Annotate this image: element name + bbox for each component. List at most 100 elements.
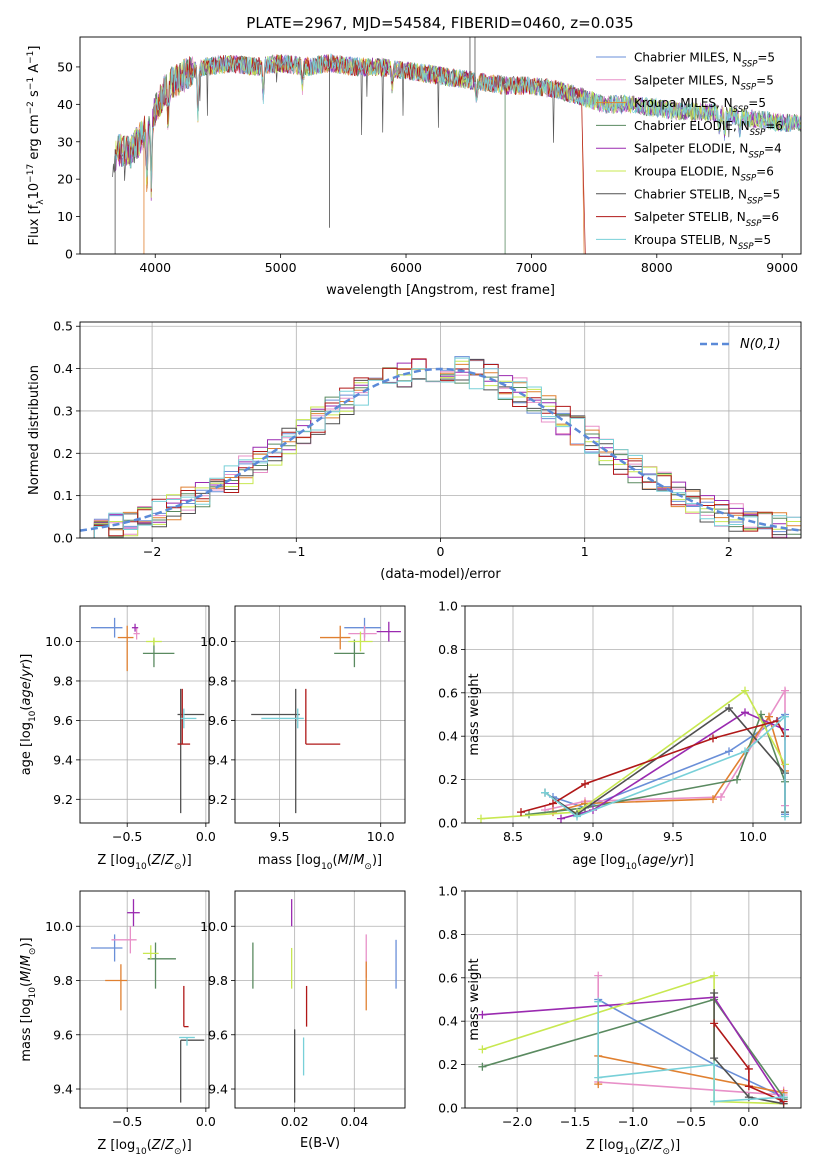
histogram-series bbox=[80, 357, 801, 539]
label-fragment: yr bbox=[670, 853, 686, 868]
label-fragment: )] bbox=[19, 937, 34, 947]
weight-marker bbox=[710, 988, 719, 997]
weight-series bbox=[480, 689, 786, 820]
weight-marker bbox=[549, 799, 557, 808]
label-fragment: −1 bbox=[26, 77, 36, 90]
legend-text: Chabrier ELODIE, N bbox=[634, 119, 750, 133]
legend-text: Kroupa MILES, N bbox=[634, 96, 733, 110]
legend-count: =5 bbox=[756, 73, 774, 87]
y-axis-label: Flux [fλ10−17 erg cm−2 s−1 A−1] bbox=[26, 46, 46, 246]
x-tick-label: −0.5 bbox=[112, 829, 142, 844]
gaussian-curve bbox=[79, 367, 802, 532]
label-fragment: / bbox=[649, 1138, 654, 1153]
x-tick-label: 0.0 bbox=[739, 1114, 759, 1129]
y-tick-label: 0.4 bbox=[438, 729, 458, 744]
label-fragment: Z bbox=[151, 1138, 162, 1153]
x-tick-label: −1 bbox=[287, 544, 305, 559]
x-tick-label: 10.0 bbox=[739, 829, 767, 844]
x-tick-label: 9.5 bbox=[663, 829, 683, 844]
x-axis-label: Z [log10(Z/Z⊙)] bbox=[97, 1138, 191, 1157]
x-tick-label: 8.5 bbox=[503, 829, 523, 844]
label-fragment: M bbox=[338, 853, 349, 868]
mass-vs-reddening-panel: 0.02 0.04 9.4 9.6 9.8 10.0 E(B-V) bbox=[200, 890, 406, 1151]
label-fragment: ( bbox=[635, 1138, 640, 1153]
label-fragment: ⊙ bbox=[662, 1147, 670, 1157]
y-tick-label: 0.6 bbox=[438, 685, 458, 700]
label-fragment: age bbox=[642, 853, 666, 868]
y-tick-label: 30 bbox=[57, 134, 73, 149]
legend-entry: Chabrier STELIB, NSSP=5 bbox=[634, 187, 780, 206]
label-fragment: ( bbox=[333, 853, 338, 868]
weight-marker bbox=[709, 795, 717, 804]
y-tick-label: 10.0 bbox=[200, 634, 228, 649]
label-fragment: )] bbox=[182, 853, 192, 868]
label-fragment: Flux [f bbox=[27, 204, 42, 245]
weight-marker bbox=[477, 814, 485, 823]
weight-marker bbox=[541, 788, 549, 797]
label-fragment: Z bbox=[164, 853, 175, 868]
x-tick-label: 0.02 bbox=[281, 1114, 309, 1129]
label-fragment: )] bbox=[19, 654, 34, 664]
y-tick-label: 0.1 bbox=[53, 488, 73, 503]
label-fragment: 10 bbox=[27, 183, 42, 200]
residual-histogram-panel: −2 −1 0 1 2 0.0 0.1 0.2 0.3 0.4 0.5 (data-model)/er… bbox=[27, 319, 802, 582]
weight-marker bbox=[594, 997, 603, 1006]
y-tick-label: 1.0 bbox=[438, 884, 458, 899]
x-tick-label: 9.5 bbox=[270, 829, 290, 844]
weight-marker bbox=[478, 1010, 487, 1019]
y-tick-label: 9.8 bbox=[53, 973, 73, 988]
x-tick-label: 2 bbox=[725, 544, 733, 559]
axes-frame bbox=[234, 605, 406, 824]
y-tick-label: 10.0 bbox=[45, 919, 73, 934]
label-fragment: −17 bbox=[26, 164, 36, 183]
y-tick-label: 1.0 bbox=[438, 599, 458, 614]
label-fragment: 10 bbox=[135, 862, 147, 872]
x-axis-label: Z [log10(Z/Z⊙)] bbox=[586, 1138, 680, 1157]
y-tick-label: 9.4 bbox=[53, 1082, 73, 1097]
y-tick-label: 9.6 bbox=[208, 713, 228, 728]
legend-subscript: SSP bbox=[741, 82, 757, 92]
axes-frame bbox=[79, 36, 802, 255]
y-tick-label: 9.4 bbox=[208, 1082, 228, 1097]
weight-marker bbox=[594, 1073, 603, 1082]
weight-marker bbox=[744, 1082, 753, 1091]
label-fragment: ( bbox=[147, 1138, 152, 1153]
y-tick-label: 0.8 bbox=[438, 927, 458, 942]
y-axis-label: Normed distribution bbox=[27, 365, 42, 495]
x-tick-label: 4000 bbox=[139, 260, 171, 275]
y-tick-label: 9.8 bbox=[208, 673, 228, 688]
label-fragment: Z bbox=[639, 1138, 650, 1153]
legend-text: Kroupa STELIB, N bbox=[634, 233, 738, 247]
x-tick-label: 0.0 bbox=[196, 1114, 216, 1129]
y-tick-label: 9.2 bbox=[53, 792, 73, 807]
legend-text: Kroupa ELODIE, N bbox=[634, 165, 741, 179]
legend-entry: Kroupa MILES, NSSP=5 bbox=[634, 96, 766, 115]
legend-subscript: SSP bbox=[733, 105, 749, 115]
x-tick-label: −1.5 bbox=[560, 1114, 590, 1129]
label-fragment: yr bbox=[19, 662, 34, 678]
legend-text: Salpeter STELIB, N bbox=[634, 210, 746, 224]
weight-marker bbox=[779, 1093, 788, 1102]
histogram-legend: N(0,1) bbox=[700, 337, 781, 352]
label-fragment: A bbox=[27, 64, 42, 77]
y-tick-label: 20 bbox=[57, 172, 73, 187]
legend-subscript: SSP bbox=[747, 196, 763, 206]
weight-marker bbox=[781, 686, 789, 695]
legend-subscript: SSP bbox=[748, 151, 764, 161]
x-tick-label: 0 bbox=[437, 544, 445, 559]
label-fragment: / bbox=[161, 1138, 166, 1153]
y-tick-label: 9.6 bbox=[53, 1027, 73, 1042]
x-tick-label: −1.0 bbox=[618, 1114, 648, 1129]
weight-marker bbox=[741, 686, 749, 695]
label-fragment: Z [log bbox=[97, 1138, 135, 1153]
x-tick-label: −2.0 bbox=[502, 1114, 532, 1129]
label-fragment: 10 bbox=[321, 862, 333, 872]
label-fragment: erg cm bbox=[27, 114, 42, 163]
axes-frame bbox=[79, 890, 210, 1109]
label-fragment: 10 bbox=[624, 1147, 636, 1157]
y-tick-label: 0.2 bbox=[438, 772, 458, 787]
label-fragment: ( bbox=[19, 706, 34, 711]
x-tick-label: −0.5 bbox=[112, 1114, 142, 1129]
legend-entry: N(0,1) bbox=[740, 337, 781, 352]
histogram-series bbox=[80, 356, 801, 539]
